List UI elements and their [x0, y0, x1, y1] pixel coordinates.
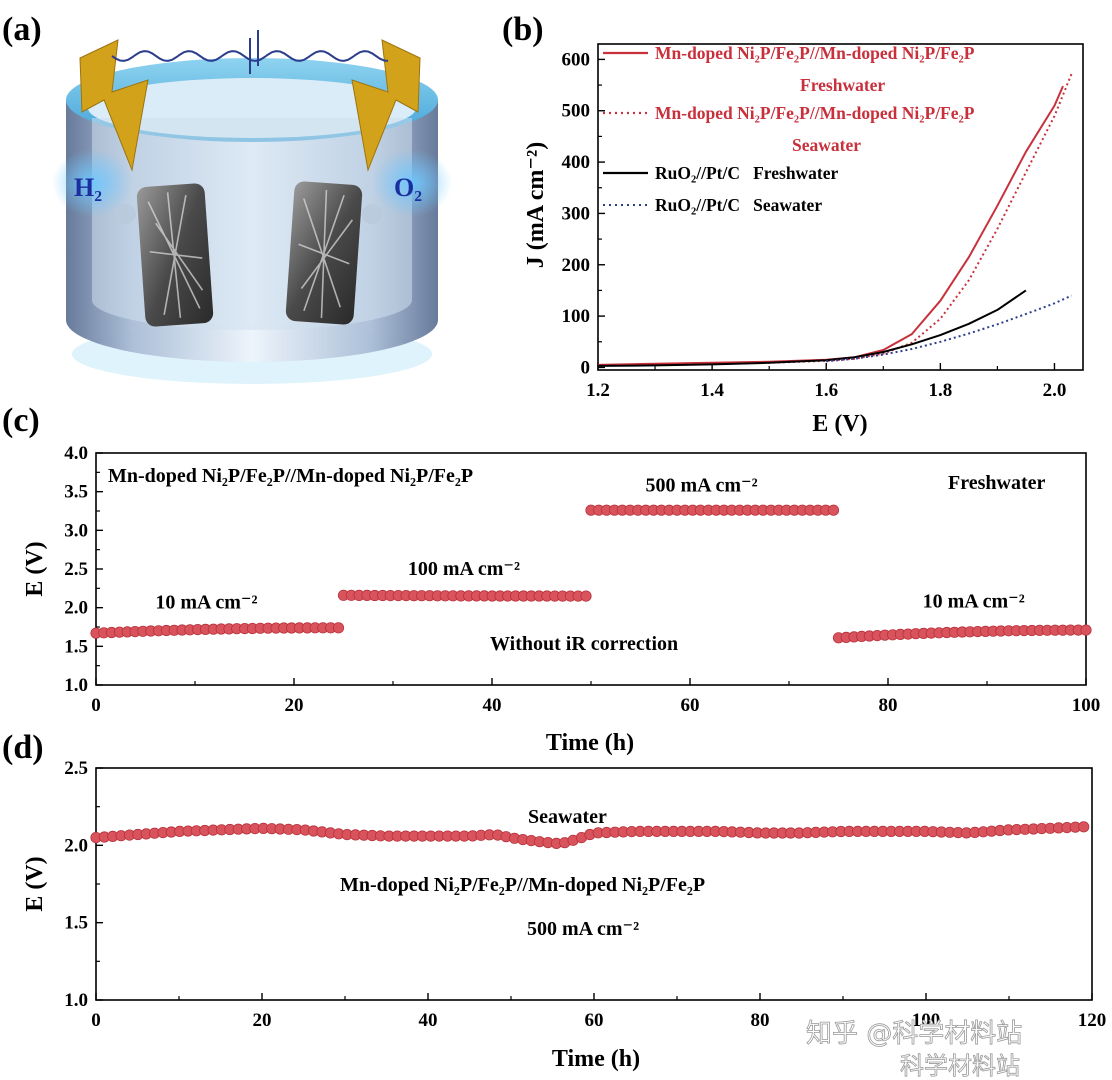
c-current-density-label: 10 mA cm⁻² — [155, 591, 257, 613]
b-y-tick-label: 500 — [562, 101, 591, 122]
b-y-tick-label: 200 — [562, 255, 591, 276]
legend-entry-1-line1: Mn-doped Ni₂P/Fe₂P//Mn-doped Ni₂P/Fe₂P — [655, 43, 975, 63]
d-current-label: 500 mA cm⁻² — [527, 918, 639, 940]
c-medium-label: Freshwater — [948, 472, 1045, 494]
c-x-tick-label: 0 — [91, 695, 101, 716]
c-y-tick-label: 3.5 — [64, 482, 88, 503]
b-y-tick-label: 600 — [562, 49, 591, 70]
lsv-chart: 1.2 1.4 1.6 1.8 2.0 0 100 200 300 400 500 600 J (mA… — [523, 43, 1084, 437]
legend-entry-1-line2: Freshwater — [800, 75, 885, 95]
d-y-tick-label: 2.0 — [64, 835, 88, 856]
d-y-tick-label: 1.5 — [64, 913, 88, 934]
c-y-tick-label: 2.0 — [64, 598, 88, 619]
b-x-tick-label: 1.6 — [814, 380, 838, 401]
c-y-tick-label: 2.5 — [64, 559, 88, 580]
c-note: Without iR correction — [490, 633, 678, 655]
d-catalyst-label: Mn-doped Ni₂P/Fe₂P//Mn-doped Ni₂P/Fe₂P — [340, 874, 705, 896]
c-x-tick-label: 80 — [879, 695, 898, 716]
d-x-tick-label: 100 — [912, 1010, 941, 1031]
legend-entry-2-line2: Seawater — [792, 135, 861, 155]
b-y-tick-label: 400 — [562, 152, 591, 173]
c-current-density-label: 100 mA cm⁻² — [408, 558, 520, 580]
b-series-line — [597, 289, 1027, 367]
plot-frame-b — [597, 43, 1084, 371]
c-title: Mn-doped Ni₂P/Fe₂P//Mn-doped Ni₂P/Fe₂P — [108, 465, 473, 487]
c-data-point — [332, 622, 345, 634]
c-current-density-label: 10 mA cm⁻² — [923, 591, 1025, 613]
electrode-sem-image — [136, 183, 214, 327]
lightning-bolt-icon — [79, 39, 149, 172]
legend-entry-3: RuO₂//Pt/C Freshwater — [655, 163, 839, 183]
b-series-line — [826, 294, 1073, 363]
b-x-tick-label: 1.2 — [586, 380, 610, 401]
c-y-tick-label: 1.5 — [64, 636, 88, 657]
stability-chart-seawater: 0 20 40 60 80 100 120 1.0 1.5 2.0 2.5 Seawater Mn-… — [22, 758, 1106, 1072]
h2-label: H₂ — [74, 173, 102, 202]
d-y-tick-label: 2.5 — [64, 758, 88, 779]
d-x-axis-label: Time (h) — [552, 1046, 640, 1072]
panel-label-b: (b) — [502, 11, 544, 48]
d-y-tick-label: 1.0 — [64, 990, 88, 1011]
gas-bubble-icon — [362, 204, 382, 224]
c-data-point — [580, 590, 592, 602]
c-x-axis-label: Time (h) — [546, 730, 634, 756]
lightning-bolt-icon — [351, 39, 421, 172]
c-x-tick-label: 100 — [1072, 695, 1101, 716]
b-x-tick-label: 2.0 — [1043, 380, 1067, 401]
b-series-line — [597, 85, 1064, 366]
c-x-tick-label: 40 — [483, 695, 502, 716]
c-data-point — [827, 504, 840, 516]
b-x-axis-label: E (V) — [812, 411, 867, 437]
watermark-text: 科学材料站 — [900, 1052, 1020, 1080]
c-x-tick-label: 60 — [681, 695, 700, 716]
c-y-tick-label: 4.0 — [64, 443, 88, 464]
c-y-tick-label: 1.0 — [64, 675, 88, 696]
panel-label-d: (d) — [2, 729, 44, 766]
b-y-tick-label: 300 — [562, 203, 591, 224]
d-x-tick-label: 80 — [751, 1010, 770, 1031]
d-y-axis-label: E (V) — [22, 856, 48, 911]
c-current-density-label: 500 mA cm⁻² — [646, 475, 758, 497]
legend-entry-4: RuO₂//Pt/C Seawater — [655, 195, 822, 215]
d-data-point — [1078, 821, 1090, 833]
c-x-tick-label: 20 — [285, 695, 304, 716]
c-y-tick-label: 3.0 — [64, 520, 88, 541]
gas-bubble-icon — [116, 204, 136, 224]
legend-entry-2-line1: Mn-doped Ni₂P/Fe₂P//Mn-doped Ni₂P/Fe₂P — [655, 103, 975, 123]
c-data-point — [1080, 624, 1092, 636]
b-y-tick-label: 0 — [581, 357, 591, 378]
d-x-tick-label: 120 — [1078, 1010, 1107, 1031]
b-x-tick-label: 1.8 — [928, 380, 952, 401]
stability-chart-freshwater: 0 20 40 60 80 100 1.0 1.5 2.0 2.5 3.0 3.5 4.0 10 mA … — [22, 443, 1100, 756]
d-x-tick-label: 40 — [419, 1010, 438, 1031]
b-y-axis-label: J (mA cm⁻²) — [523, 142, 549, 269]
o2-label: O₂ — [394, 173, 422, 202]
d-x-tick-label: 0 — [91, 1010, 101, 1031]
watermark-text: 知乎 @科学材料站 — [806, 1019, 1022, 1049]
gas-bubble-icon — [52, 149, 132, 217]
d-x-tick-label: 20 — [253, 1010, 272, 1031]
b-legend: Mn-doped Ni₂P/Fe₂P//Mn-doped Ni₂P/Fe₂P F… — [603, 43, 975, 215]
panel-label-c: (c) — [2, 402, 40, 439]
b-y-tick-label: 100 — [562, 306, 591, 327]
d-x-tick-label: 60 — [585, 1010, 604, 1031]
electrode-sem-image — [285, 181, 363, 325]
b-x-tick-label: 1.4 — [700, 380, 724, 401]
electrolyzer-schematic: H₂ O₂ — [52, 30, 452, 384]
d-title: Seawater — [528, 806, 607, 828]
gas-bubble-icon — [372, 149, 452, 217]
panel-label-a: (a) — [2, 11, 42, 48]
c-y-axis-label: E (V) — [22, 541, 48, 596]
